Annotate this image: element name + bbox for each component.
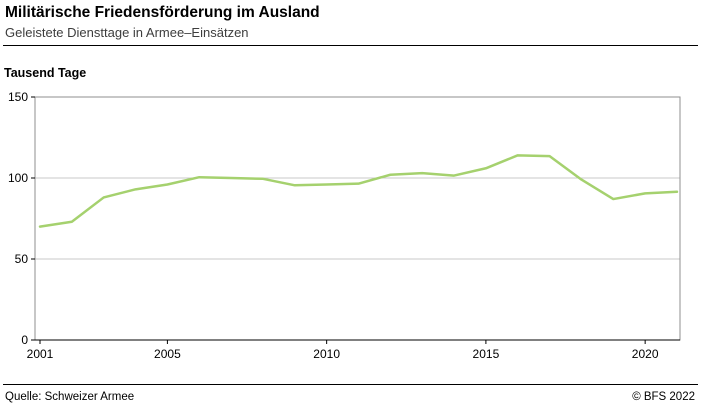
y-axis-unit-label: Tausend Tage [4,66,87,80]
copyright-label: © BFS 2022 [632,391,695,403]
page-subtitle: Geleistete Diensttage in Armee–Einsätzen [5,25,249,40]
y-tick-label: 50 [15,252,29,266]
source-label: Quelle: Schweizer Armee [5,391,135,403]
header-divider [3,45,698,46]
x-tick-label: 2005 [154,347,181,361]
y-tick-label: 0 [21,333,28,347]
x-tick-label: 2010 [313,347,340,361]
x-tick-label: 2001 [27,347,54,361]
x-tick-label: 2015 [473,347,500,361]
plot-border [34,96,681,341]
x-tick-label: 2020 [632,347,659,361]
data-line [38,154,679,228]
y-tick-label: 150 [8,90,28,104]
footer-divider [3,384,698,385]
page-title: Militärische Friedensförderung im Auslan… [5,4,320,21]
y-tick-label: 100 [8,171,28,185]
